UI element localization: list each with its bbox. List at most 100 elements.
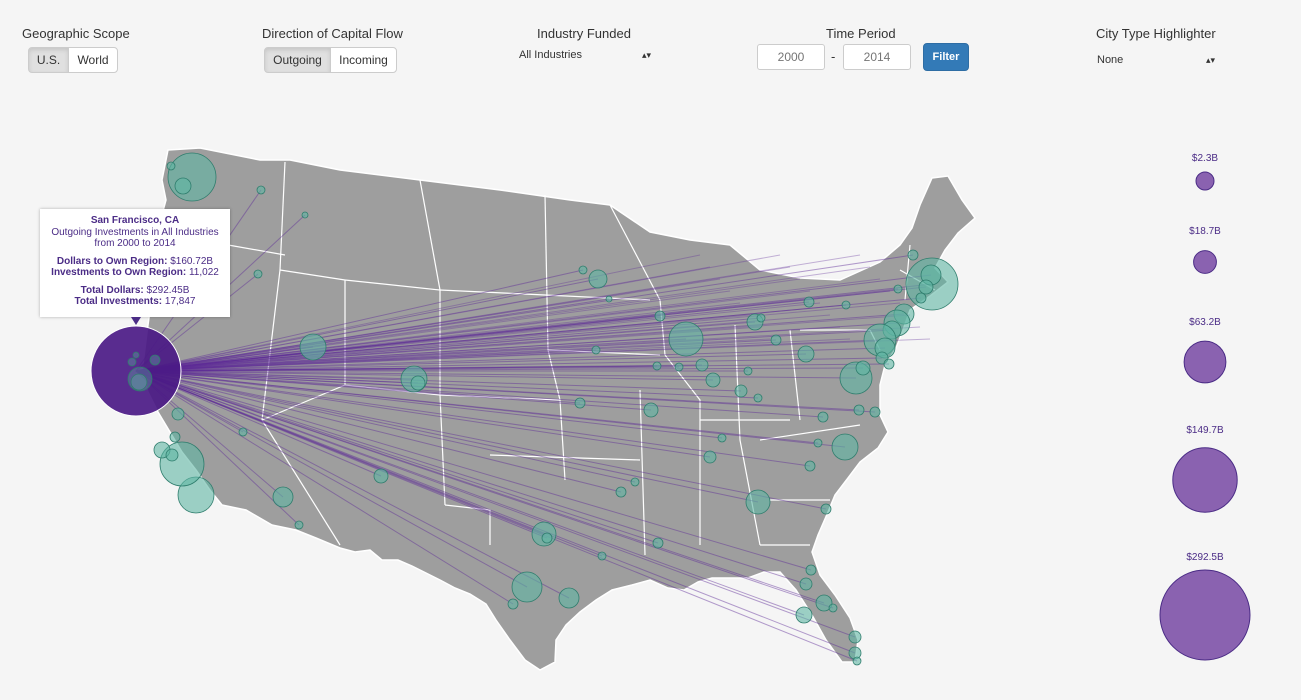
city-bubble[interactable] [615, 486, 627, 498]
geographic-scope-toggle: U.S. World [28, 47, 118, 73]
city-bubble[interactable] [820, 503, 832, 515]
city-bubble[interactable] [803, 296, 815, 308]
city-bubble[interactable] [256, 185, 266, 195]
city-bubble[interactable] [855, 360, 871, 376]
city-bubble[interactable] [643, 402, 659, 418]
city-bubble[interactable] [805, 564, 817, 576]
city-bubble[interactable] [797, 345, 815, 363]
flow-line [135, 326, 841, 372]
legend-bubble [1159, 569, 1251, 661]
city-bubble[interactable] [841, 300, 851, 310]
city-bubble[interactable] [799, 577, 813, 591]
city-bubble[interactable] [893, 284, 903, 294]
city-bubble[interactable] [907, 249, 919, 261]
city-bubble[interactable] [717, 433, 727, 443]
city-bubble[interactable] [238, 427, 248, 437]
end-year-input[interactable] [843, 44, 911, 70]
city-bubble[interactable] [165, 448, 179, 462]
city-bubble[interactable] [817, 411, 829, 423]
direction-incoming-button[interactable]: Incoming [330, 47, 397, 73]
city-bubble[interactable] [743, 366, 753, 376]
city-bubble[interactable] [848, 630, 862, 644]
city-bubble[interactable] [507, 598, 519, 610]
city-bubble[interactable] [127, 366, 153, 392]
city-bubble[interactable] [630, 477, 640, 487]
city-bubble[interactable] [831, 433, 859, 461]
city-bubble[interactable] [756, 313, 766, 323]
city-bubble[interactable] [511, 571, 543, 603]
scope-us-button[interactable]: U.S. [28, 47, 69, 73]
scope-world-button[interactable]: World [68, 47, 118, 73]
direction-outgoing-button[interactable]: Outgoing [264, 47, 331, 73]
city-bubble[interactable] [668, 321, 704, 357]
source-city[interactable] [90, 325, 182, 417]
state-border [609, 204, 661, 301]
flow-line [135, 322, 898, 372]
city-bubble[interactable] [130, 373, 148, 391]
city-bubble[interactable] [918, 279, 934, 295]
city-bubble[interactable] [652, 537, 664, 549]
city-bubble[interactable] [828, 603, 838, 613]
city-bubble[interactable] [703, 450, 717, 464]
city-bubble[interactable] [795, 606, 813, 624]
flow-line [135, 326, 921, 372]
city-bubble[interactable] [166, 161, 176, 171]
city-bubble[interactable] [373, 468, 389, 484]
legend-label: $63.2B [1189, 317, 1221, 328]
start-year-input[interactable] [757, 44, 825, 70]
city-bubble[interactable] [149, 354, 161, 366]
city-bubble[interactable] [815, 594, 833, 612]
city-bubble[interactable] [813, 438, 823, 448]
city-bubble[interactable] [804, 460, 816, 472]
city-bubble[interactable] [541, 532, 553, 544]
city-bubble[interactable] [605, 295, 613, 303]
city-bubble[interactable] [770, 334, 782, 346]
city-bubble[interactable] [705, 372, 721, 388]
city-bubble[interactable] [132, 351, 140, 359]
city-bubble[interactable] [674, 362, 684, 372]
city-bubble[interactable] [869, 406, 881, 418]
city-bubble[interactable] [558, 587, 580, 609]
city-bubble[interactable] [654, 310, 666, 322]
filter-button[interactable]: Filter [923, 43, 969, 71]
city-bubble[interactable] [167, 152, 217, 202]
flow-line [135, 266, 711, 372]
city-bubble[interactable] [652, 361, 662, 371]
city-bubble[interactable] [127, 357, 137, 367]
city-bubble[interactable] [578, 265, 588, 275]
city-bubble[interactable] [852, 656, 862, 666]
city-bubble[interactable] [883, 358, 895, 370]
city-bubble[interactable] [597, 551, 607, 561]
flow-line [135, 321, 756, 372]
city-bubble[interactable] [171, 407, 185, 421]
city-bubble[interactable] [174, 177, 192, 195]
flow-line [135, 370, 622, 493]
city-bubbles[interactable] [153, 152, 959, 666]
source-city-bubble[interactable] [90, 325, 182, 417]
tooltip-description: Outgoing Investments in All Industries [51, 226, 219, 238]
industry-select[interactable]: All Industries ▴▾ [519, 48, 651, 62]
city-bubble[interactable] [695, 358, 709, 372]
city-bubble[interactable] [272, 486, 294, 508]
city-bubble[interactable] [588, 269, 608, 289]
flow-line [135, 288, 899, 372]
city-bubble[interactable] [410, 375, 426, 391]
city-bubble[interactable] [294, 520, 304, 530]
city-bubble[interactable] [169, 431, 181, 443]
city-bubble[interactable] [734, 384, 748, 398]
city-bubble[interactable] [915, 292, 927, 304]
city-bubble[interactable] [753, 393, 763, 403]
city-bubble[interactable] [574, 397, 586, 409]
us-landmass [141, 147, 977, 671]
flow-line [135, 302, 741, 372]
city-type-select[interactable]: None ▴▾ [1097, 53, 1215, 67]
city-bubble[interactable] [301, 211, 309, 219]
city-bubble[interactable] [853, 404, 865, 416]
flow-line [135, 290, 811, 372]
flow-line [135, 370, 659, 544]
city-bubble[interactable] [745, 489, 771, 515]
city-bubble[interactable] [253, 269, 263, 279]
city-bubble[interactable] [591, 345, 601, 355]
city-bubble[interactable] [299, 333, 327, 361]
